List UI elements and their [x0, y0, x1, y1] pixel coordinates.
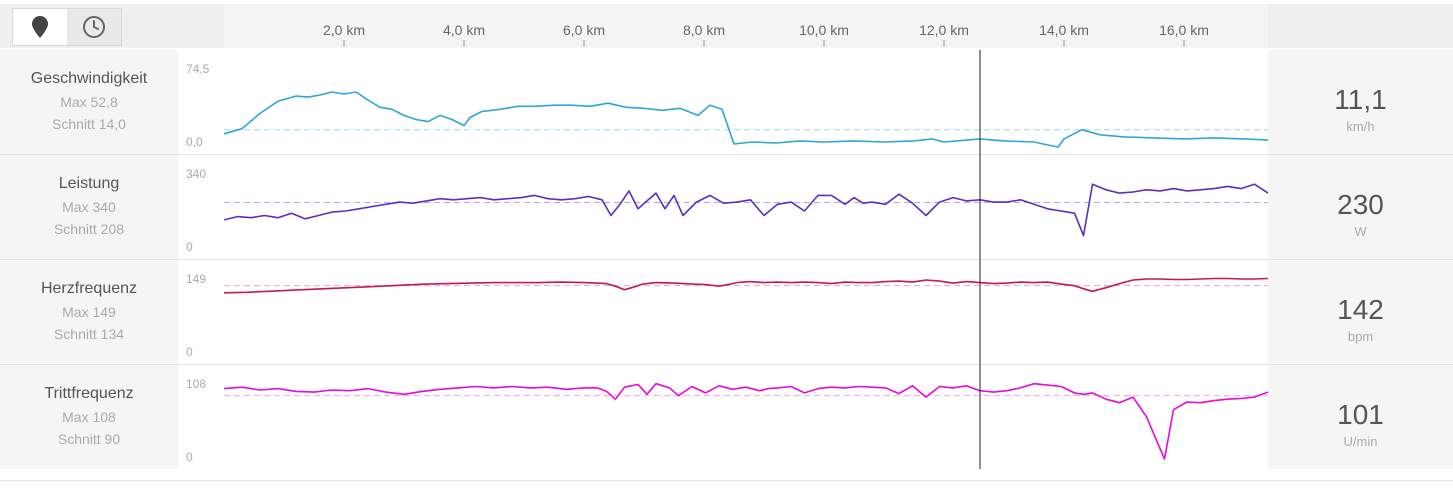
- metric-max: Max 108: [62, 409, 116, 425]
- y-axis-gutter: [178, 155, 224, 259]
- current-value-leistung: 230 W: [1268, 189, 1453, 239]
- x-axis: 2,0 km 4,0 km 6,0 km 8,0 km 10,0 km 12,0 km 14…: [323, 22, 1209, 47]
- metric-avg: Schnitt 208: [53, 221, 125, 237]
- map-pin-icon: [32, 16, 48, 38]
- y-min-label: 0: [186, 450, 193, 464]
- unit-label: W: [1354, 224, 1367, 239]
- y-min-label: 0: [186, 345, 193, 359]
- label-panel-1: [0, 50, 178, 154]
- series-line: [223, 91, 1269, 148]
- metric-label-trittfrequenz: Trittfrequenz Max 108 Schnitt 90: [0, 385, 178, 447]
- metric-max: Max 52,8: [60, 94, 118, 110]
- y-axis-gutter: [178, 260, 224, 364]
- x-tick-label: 16,0 km: [1159, 22, 1209, 38]
- metric-name: Herzfrequenz: [40, 280, 138, 297]
- y-max-label: 108: [186, 377, 206, 391]
- plot-area: 74,5 0,0 340 0 149 0 108 0: [178, 50, 1269, 469]
- label-panel-3: [0, 260, 178, 364]
- metric-label-leistung: Leistung Max 340 Schnitt 208: [0, 175, 178, 237]
- label-panel-2: [0, 155, 178, 259]
- value-panel-4: [1268, 365, 1453, 469]
- clock-icon: [83, 16, 105, 38]
- metric-plot: 108 0: [178, 365, 1269, 469]
- metric-plot: 149 0: [178, 260, 1269, 364]
- metric-name: Leistung: [58, 175, 120, 192]
- metric-name: Geschwindigkeit: [30, 70, 148, 87]
- metric-max: Max 149: [62, 304, 116, 320]
- current-value-trittfrequenz: 101 U/min: [1268, 399, 1453, 449]
- metric-label-geschwindigkeit: Geschwindigkeit Max 52,8 Schnitt 14,0: [0, 70, 178, 132]
- view-toggle: [12, 8, 122, 46]
- y-axis-gutter: [178, 50, 224, 154]
- metric-avg: Schnitt 134: [53, 326, 125, 342]
- value-panel-1: [1268, 50, 1453, 154]
- x-tick-label: 10,0 km: [799, 22, 849, 38]
- metric-avg: Schnitt 14,0: [52, 116, 126, 132]
- metric-label-herzfrequenz: Herzfrequenz Max 149 Schnitt 134: [0, 280, 178, 342]
- value-panel-2: [1268, 155, 1453, 259]
- y-min-label: 0: [186, 240, 193, 254]
- current-value-herzfrequenz: 142 bpm: [1268, 294, 1453, 344]
- time-toggle-button[interactable]: [67, 9, 121, 45]
- unit-label: km/h: [1346, 119, 1375, 134]
- y-max-label: 340: [186, 167, 206, 181]
- x-tick-label: 12,0 km: [919, 22, 969, 38]
- series-line: [223, 382, 1269, 460]
- series-line: [223, 183, 1269, 237]
- x-tick-label: 4,0 km: [443, 22, 485, 38]
- series-line: [223, 277, 1269, 294]
- current-value: 142: [1337, 294, 1384, 325]
- distance-toggle-button[interactable]: [13, 9, 67, 45]
- unit-label: U/min: [1343, 434, 1378, 449]
- current-value-geschwindigkeit: 11,1 km/h: [1268, 84, 1453, 134]
- x-tick-label: 8,0 km: [683, 22, 725, 38]
- metric-plot: 340 0: [178, 155, 1269, 259]
- current-value: 101: [1337, 399, 1384, 430]
- unit-label: bpm: [1347, 329, 1374, 344]
- row-backgrounds: [0, 50, 1453, 481]
- metric-max: Max 340: [62, 199, 116, 215]
- x-tick-label: 2,0 km: [323, 22, 365, 38]
- y-max-label: 149: [186, 272, 206, 286]
- metric-plot: 74,5 0,0: [178, 50, 1269, 154]
- current-value: 230: [1337, 189, 1384, 220]
- axis-band: [224, 4, 1268, 48]
- x-tick-label: 14,0 km: [1039, 22, 1089, 38]
- y-min-label: 0,0: [186, 135, 203, 149]
- metric-name: Trittfrequenz: [44, 385, 134, 402]
- current-value: 11,1: [1334, 84, 1387, 115]
- y-axis-gutter: [178, 365, 224, 469]
- x-tick-label: 6,0 km: [563, 22, 605, 38]
- value-panel-3: [1268, 260, 1453, 364]
- label-panel-4: [0, 365, 178, 469]
- y-max-label: 74,5: [186, 62, 210, 76]
- metric-avg: Schnitt 90: [57, 431, 121, 447]
